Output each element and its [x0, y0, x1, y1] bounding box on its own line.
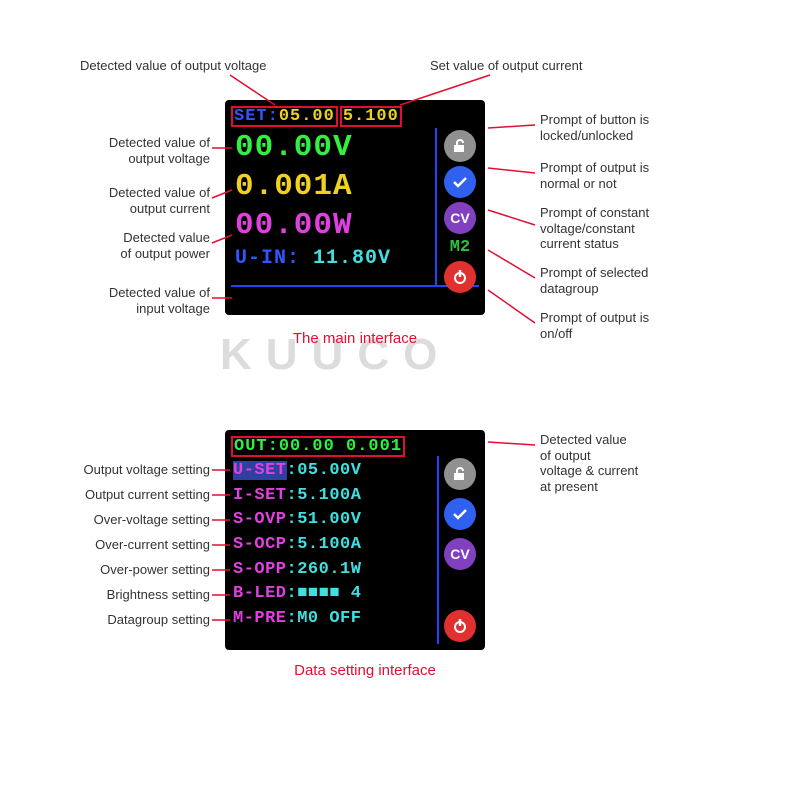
anno-bled: Brightness setting	[30, 587, 210, 603]
power-icon	[444, 261, 476, 293]
setting-value: :5.100A	[287, 486, 362, 505]
setting-value: :260.1W	[287, 560, 362, 579]
output-current-value: 0.001A	[235, 168, 475, 207]
setting-key: S-OCP	[233, 535, 287, 554]
datagroup-label: M2	[450, 238, 470, 257]
out-label: OUT:	[234, 437, 279, 456]
setting-value: :05.00V	[287, 461, 362, 480]
anno-in-voltage: Detected value ofinput voltage	[40, 285, 210, 316]
anno-socp: Over-current setting	[30, 537, 210, 553]
status-icon-column: CV M2	[441, 130, 479, 293]
anno-set-current: Set value of output current	[430, 58, 650, 74]
data-setting-screen: OUT:00.00 0.001 U-SET:05.00VI-SET:5.100A…	[225, 430, 485, 650]
anno-out-current: Detected value ofoutput current	[40, 185, 210, 216]
status-icon-column-2: CV	[441, 458, 479, 642]
uin-label: U-IN:	[235, 247, 300, 270]
check-icon	[444, 166, 476, 198]
out-voltage: 00.00	[279, 437, 335, 456]
anno-datagroup: Prompt of selecteddatagroup	[540, 265, 730, 296]
anno-mpre: Datagroup setting	[30, 612, 210, 628]
setting-value: :■■■■ 4	[287, 584, 362, 603]
cv-icon: CV	[444, 202, 476, 234]
setting-value: :M0 OFF	[287, 609, 362, 628]
set-label: SET:	[234, 107, 279, 126]
anno-uset: Output voltage setting	[30, 462, 210, 478]
divider-vertical	[435, 128, 437, 285]
main-caption: The main interface	[265, 330, 445, 347]
anno-out-power: Detected valueof output power	[40, 230, 210, 261]
out-current: 0.001	[346, 437, 402, 456]
check-icon-2	[444, 498, 476, 530]
setting-key: S-OPP	[233, 560, 287, 579]
anno-onoff: Prompt of output ison/off	[540, 310, 730, 341]
setting-key: S-OVP	[233, 510, 287, 529]
diagram-canvas: KUUCO Detected value of output voltage S…	[0, 0, 800, 800]
anno-set-voltage: Detected value of output voltage	[80, 58, 310, 74]
setting-value: :51.00V	[287, 510, 362, 529]
main-interface-screen: SET:05.00 5.100 00.00V 0.001A 00.00W U-I…	[225, 100, 485, 315]
anno-out-vc: Detected valueof outputvoltage & current…	[540, 432, 710, 494]
output-power-value: 00.00W	[235, 207, 475, 246]
set-current-value: 5.100	[343, 107, 399, 126]
anno-output-normal: Prompt of output isnormal or not	[540, 160, 730, 191]
setting-key: B-LED	[233, 584, 287, 603]
anno-sovp: Over-voltage setting	[30, 512, 210, 528]
setting-value: :5.100A	[287, 535, 362, 554]
anno-lock: Prompt of button islocked/unlocked	[540, 112, 730, 143]
setting-key: I-SET	[233, 486, 287, 505]
divider-vertical-2	[437, 456, 439, 644]
anno-cv-cc: Prompt of constantvoltage/constantcurren…	[540, 205, 730, 252]
cv-icon-2: CV	[444, 538, 476, 570]
output-voltage-value: 00.00V	[235, 129, 475, 168]
lock-icon	[444, 130, 476, 162]
setting-key: M-PRE	[233, 609, 287, 628]
uin-value: 11.80V	[313, 247, 391, 270]
anno-out-voltage: Detected value ofoutput voltage	[40, 135, 210, 166]
set-voltage-value: 05.00	[279, 107, 335, 126]
setting-key: U-SET	[233, 461, 287, 480]
anno-sopp: Over-power setting	[30, 562, 210, 578]
power-icon-2	[444, 610, 476, 642]
setting-caption: Data setting interface	[275, 662, 455, 679]
lock-icon-2	[444, 458, 476, 490]
anno-iset: Output current setting	[30, 487, 210, 503]
